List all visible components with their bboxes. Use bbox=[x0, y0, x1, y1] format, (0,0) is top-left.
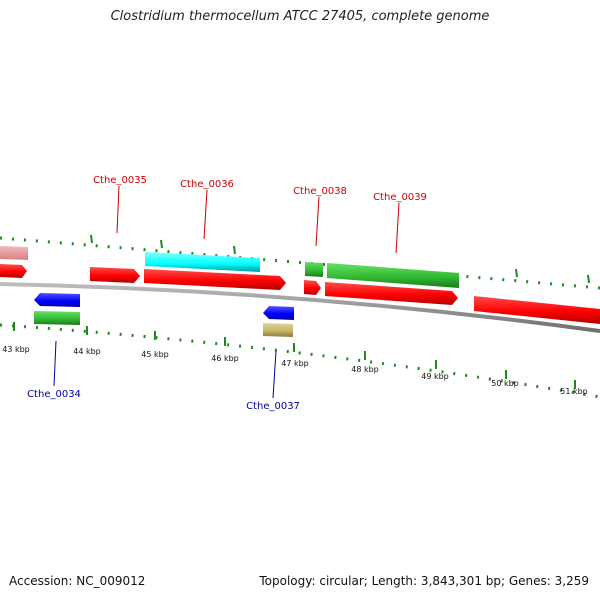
cds-feature-right-edge[interactable] bbox=[474, 296, 600, 324]
genome-backbone bbox=[0, 282, 600, 333]
scale-label: 45 kbp bbox=[141, 350, 169, 359]
scale-label: 44 kbp bbox=[73, 347, 101, 356]
map-title: Clostridium thermocellum ATCC 27405, com… bbox=[110, 9, 490, 24]
faded-feature[interactable] bbox=[0, 246, 28, 260]
pseudo-feature-cthe-0037[interactable] bbox=[263, 323, 293, 337]
gene-label-cthe-0037: Cthe_0037 bbox=[246, 401, 300, 412]
scale-label: 50 kbp bbox=[491, 379, 519, 388]
scale-label: 49 kbp bbox=[421, 372, 449, 381]
upper-tick-track bbox=[0, 234, 600, 290]
genome-summary-text: Topology: circular; Length: 3,843,301 bp… bbox=[259, 574, 589, 588]
misc-feature-cthe-0034[interactable] bbox=[34, 311, 80, 325]
cds-feature-cthe-0039[interactable] bbox=[325, 282, 458, 305]
label-leader-cthe-0035 bbox=[116, 185, 120, 234]
accession-text: Accession: NC_009012 bbox=[9, 574, 146, 588]
gene-label-cthe-0039: Cthe_0039 bbox=[373, 192, 427, 203]
gene-label-cthe-0034: Cthe_0034 bbox=[27, 389, 81, 400]
label-leader-cthe-0034 bbox=[53, 340, 57, 387]
other-feature-cthe-0034[interactable] bbox=[34, 293, 80, 307]
other-feature-cthe-0037[interactable] bbox=[263, 306, 294, 320]
cds-feature-cthe-0038[interactable] bbox=[304, 280, 321, 295]
rna-feature-cthe-0036[interactable] bbox=[145, 252, 260, 272]
cds-feature-cthe-0036[interactable] bbox=[144, 269, 286, 290]
misc-feature-cthe-0038[interactable] bbox=[305, 262, 323, 277]
scale-label: 48 kbp bbox=[351, 365, 379, 374]
label-leader-cthe-0037 bbox=[272, 350, 277, 399]
misc-feature-cthe-0039[interactable] bbox=[327, 263, 459, 288]
gene-label-cthe-0035: Cthe_0035 bbox=[93, 175, 147, 186]
cds-feature-left-edge[interactable] bbox=[0, 264, 27, 278]
scale-label: 47 kbp bbox=[281, 359, 309, 368]
cds-feature-cthe-0035[interactable] bbox=[90, 267, 140, 283]
scale-label: 46 kbp bbox=[211, 354, 239, 363]
label-leader-cthe-0039 bbox=[395, 202, 400, 254]
label-leader-cthe-0036 bbox=[203, 189, 208, 240]
gene-label-cthe-0038: Cthe_0038 bbox=[293, 186, 347, 197]
scale-label: 51 kbp bbox=[560, 387, 588, 396]
scale-label: 43 kbp bbox=[2, 345, 30, 354]
label-leader-cthe-0038 bbox=[315, 196, 320, 247]
gene-label-cthe-0036: Cthe_0036 bbox=[180, 179, 234, 190]
lower-tick-track bbox=[0, 322, 600, 399]
